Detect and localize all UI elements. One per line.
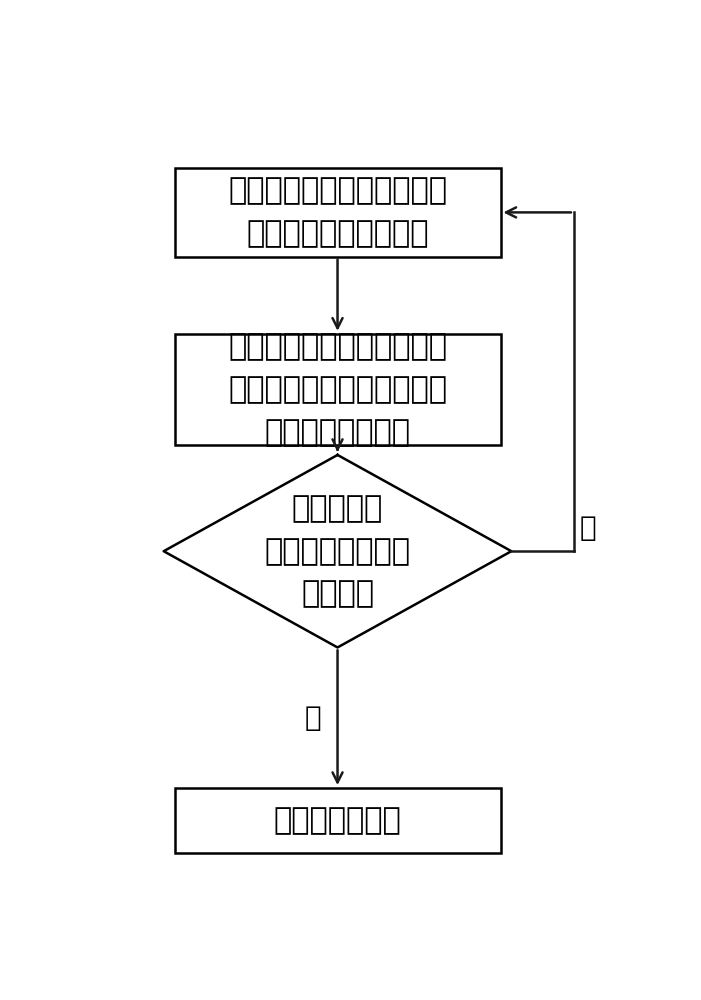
- Bar: [175, 334, 501, 445]
- Text: 将冷却喷嘴出口的发光装置
发出的光束照射到内冷油道
进油孔的打靶塞上: 将冷却喷嘴出口的发光装置 发出的光束照射到内冷油道 进油孔的打靶塞上: [228, 332, 447, 447]
- Bar: [175, 168, 501, 257]
- Bar: [175, 788, 501, 853]
- Polygon shape: [164, 455, 512, 647]
- Text: 是: 是: [305, 704, 321, 732]
- Text: 否: 否: [579, 514, 596, 542]
- Text: 观察打靶塞
上的光点是否处于
靶心区域: 观察打靶塞 上的光点是否处于 靶心区域: [264, 494, 411, 608]
- Text: 将冷却喷嘴松装在阀体上，
并调节冷却喷嘴的位置: 将冷却喷嘴松装在阀体上， 并调节冷却喷嘴的位置: [228, 176, 447, 248]
- Text: 将冷却喷嘴紧固: 将冷却喷嘴紧固: [273, 806, 402, 835]
